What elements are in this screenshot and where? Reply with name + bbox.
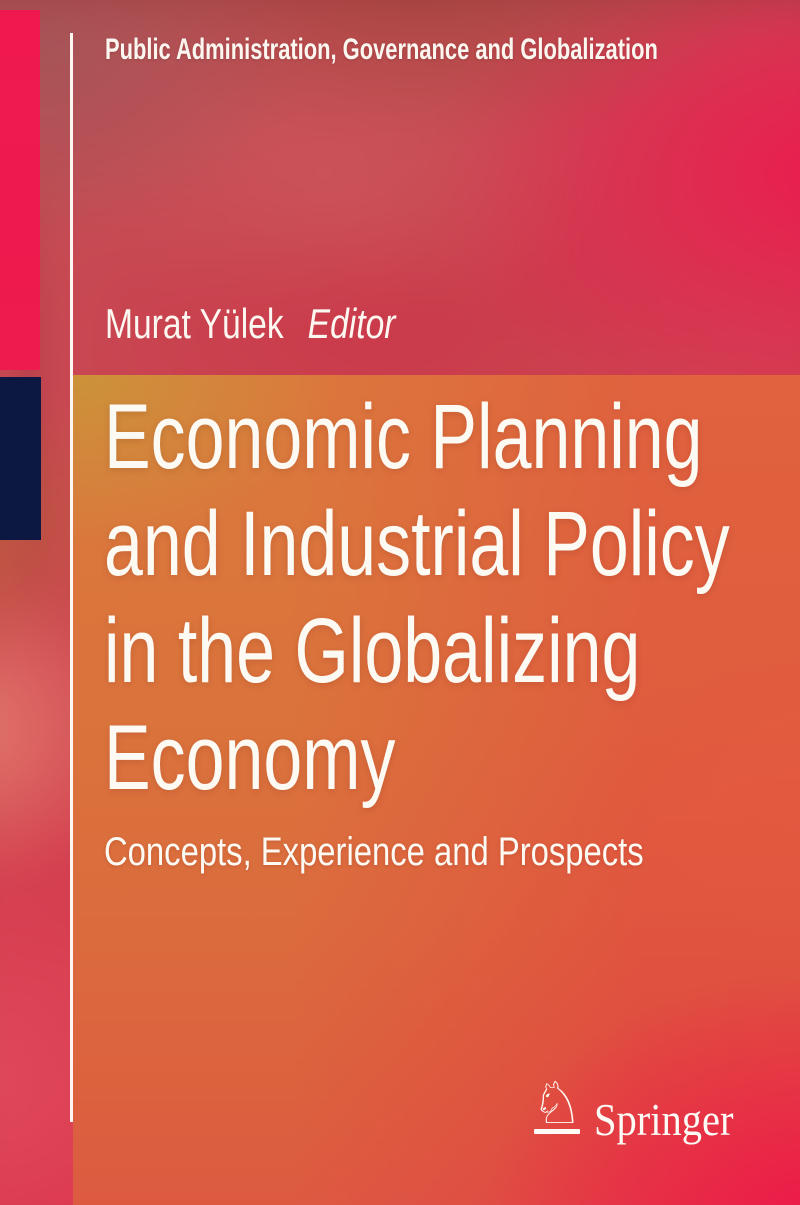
series-title: Public Administration, Governance and Gl… (105, 33, 658, 66)
publisher-logo: ♘ Springer (531, 1069, 749, 1142)
accent-block-pink (0, 10, 40, 370)
springer-logo-bar (534, 1129, 580, 1134)
springer-knight-column: ♘ (531, 1069, 583, 1137)
accent-block-navy (0, 377, 41, 540)
title-line: and Industrial Policy (104, 493, 730, 595)
book-title: Economic Planning and Industrial Policy … (104, 384, 730, 812)
author-row: Murat Yülek Editor (105, 300, 396, 347)
title-line: Economic Planning (104, 386, 703, 488)
title-line: Economy (104, 707, 396, 809)
title-panel (73, 375, 800, 1205)
publisher-name: Springer (594, 1094, 734, 1145)
book-subtitle: Concepts, Experience and Prospects (104, 830, 644, 874)
springer-knight-icon: ♘ (531, 1069, 583, 1137)
author-role: Editor (307, 300, 396, 347)
vertical-rule (70, 33, 73, 1122)
author-name: Murat Yülek (105, 300, 284, 347)
title-line: in the Globalizing (104, 600, 641, 702)
